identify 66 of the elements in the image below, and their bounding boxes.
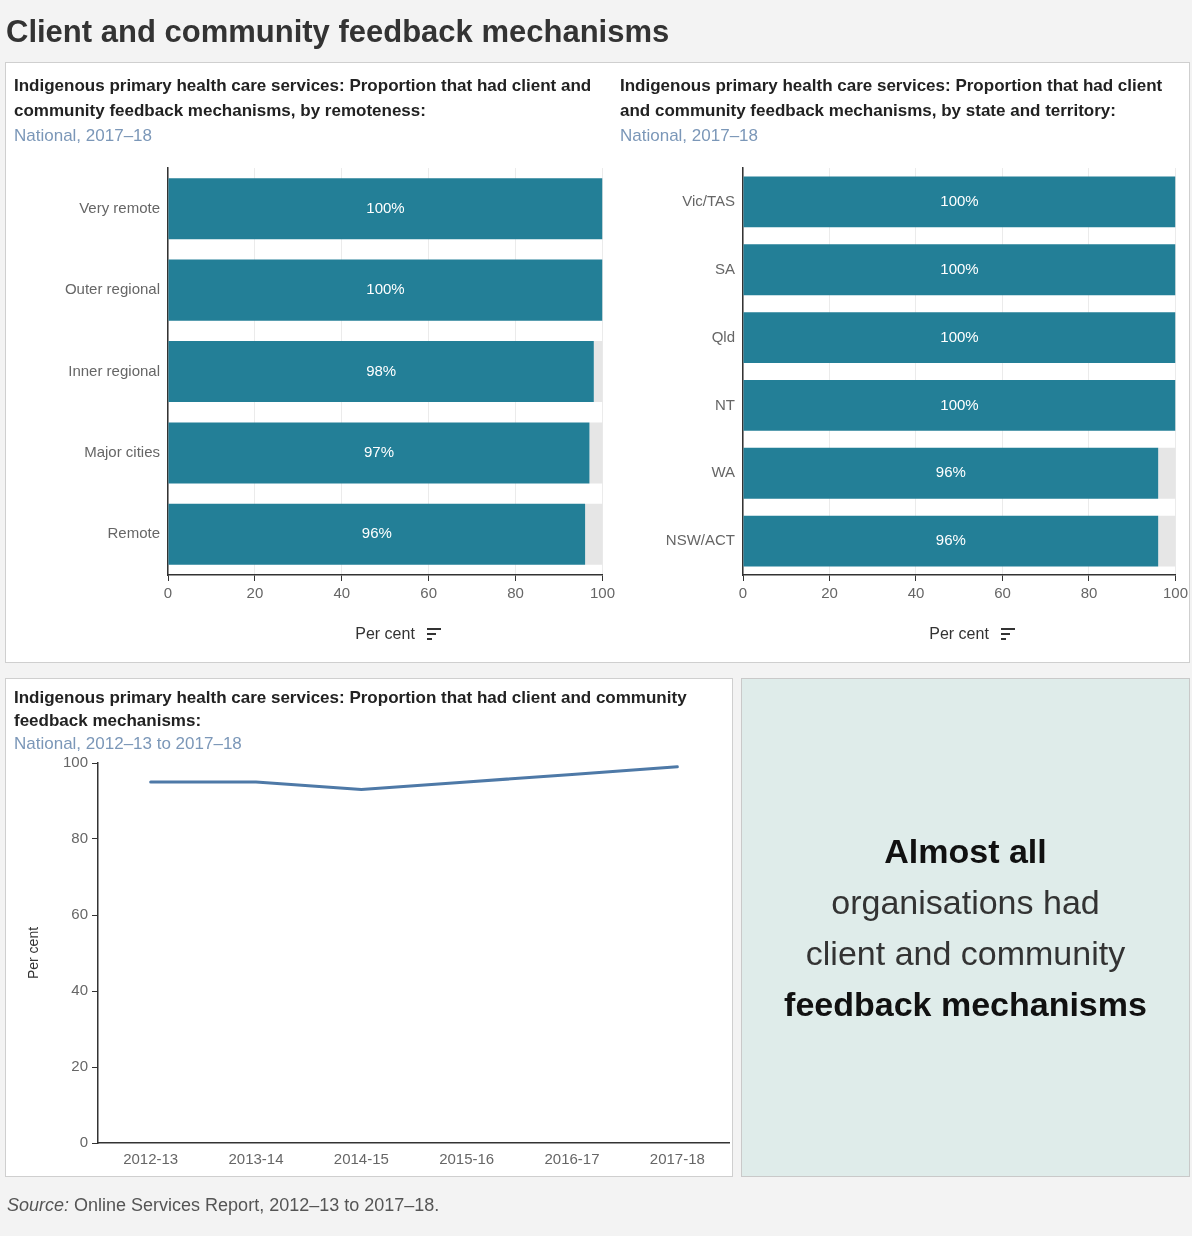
data-label: 100% (940, 259, 979, 277)
data-label: 96% (935, 463, 966, 481)
bar (168, 178, 603, 240)
y-tick-label: 80 (71, 829, 88, 847)
y-tick-label: Qld (711, 327, 735, 345)
chart-subtitle: National, 2012–13 to 2017–18 (14, 733, 243, 755)
y-tick-label: Inner regional (68, 361, 160, 379)
y-tick-label: Major cities (84, 443, 160, 461)
bar (168, 259, 603, 321)
source-note: Source: Online Services Report, 2012–13 to 2017–18. (7, 1195, 440, 1216)
y-tick-label: NT (715, 395, 735, 413)
data-label: 100% (366, 280, 405, 298)
chart-subtitle: National, 2017–18 (620, 125, 759, 147)
data-label: 100% (366, 198, 405, 216)
bar (168, 340, 594, 403)
x-tick-label: 100 (1162, 584, 1188, 602)
y-tick-label: Remote (107, 524, 160, 542)
x-tick-label: 40 (907, 584, 925, 602)
x-tick-label: 20 (246, 584, 264, 602)
x-tick-label: 60 (420, 584, 438, 602)
y-tick-label: 0 (79, 1133, 88, 1151)
y-tick-label: 100 (62, 753, 88, 771)
y-tick-label: Very remote (79, 198, 160, 216)
x-tick-label: 2016-17 (544, 1150, 600, 1168)
y-tick-label: 40 (71, 981, 88, 999)
x-tick-label: 2017-18 (649, 1150, 705, 1168)
x-axis-title: Per cent (929, 625, 989, 643)
x-tick-label: 2012-13 (123, 1150, 179, 1168)
y-tick-label: Outer regional (64, 280, 160, 298)
bar (168, 422, 590, 484)
chart-subtitle: National, 2017–18 (14, 125, 153, 147)
y-tick-label: 20 (71, 1057, 88, 1075)
data-label: 96% (935, 531, 966, 549)
y-tick-label: 60 (71, 905, 88, 923)
chart-title: Indigenous primary health care services: Proportion that had client and community feedback mechanisms, by state and territory: (620, 75, 1164, 122)
x-tick-label: 2014-15 (333, 1150, 389, 1168)
y-tick-label: WA (711, 463, 735, 481)
x-tick-label: 2013-14 (228, 1150, 284, 1168)
text: Almost all (884, 830, 1047, 872)
text: client and community (805, 932, 1126, 974)
chart-title: Indigenous primary health care services: Proportion that had client and community feedback mechanisms: (14, 687, 688, 732)
data-label: 97% (363, 443, 394, 461)
text: organisations had (831, 881, 1100, 923)
x-axis-title: Per cent (355, 625, 415, 643)
y-axis-title: Per cent (25, 926, 42, 980)
data-label: 100% (940, 192, 979, 210)
x-tick-label: 0 (738, 584, 748, 602)
text: feedback mechanisms (784, 983, 1147, 1025)
bar (168, 503, 586, 565)
x-tick-label: 40 (333, 584, 351, 602)
x-tick-label: 80 (507, 584, 524, 602)
y-tick-label: SA (714, 259, 735, 277)
y-tick-label: NSW/ACT (665, 531, 735, 549)
data-label: 96% (361, 524, 392, 542)
x-tick-label: 20 (821, 584, 838, 602)
x-tick-label: 60 (994, 584, 1011, 602)
text: Client and community feedback mechanisms (6, 13, 671, 51)
x-tick-label: 0 (163, 584, 173, 602)
x-tick-label: 100 (589, 584, 615, 602)
data-label: 98% (366, 361, 397, 379)
x-tick-label: 80 (1080, 584, 1098, 602)
data-label: 100% (940, 327, 979, 345)
chart-title: Indigenous primary health care services: Proportion that had client and community feedback mechanisms, by remoteness: (14, 75, 593, 122)
x-tick-label: 2015-16 (439, 1150, 495, 1168)
y-tick-label: Vic/TAS (682, 192, 735, 210)
data-label: 100% (940, 395, 979, 413)
